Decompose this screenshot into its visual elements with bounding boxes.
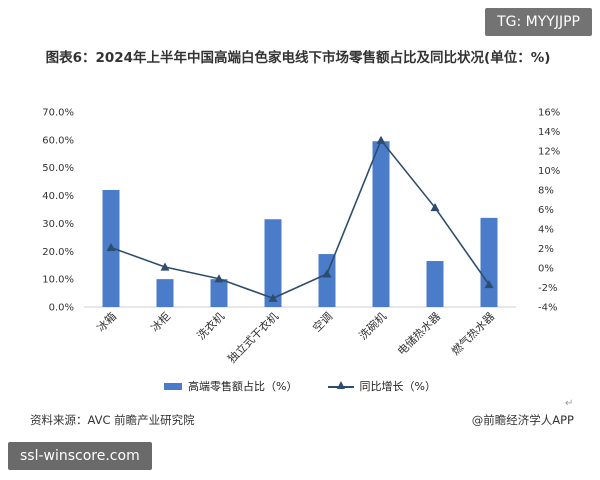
category-label: 空调 — [310, 309, 335, 334]
line-point — [484, 280, 494, 289]
bar — [210, 279, 228, 307]
left-tick-label: 50.0% — [42, 163, 74, 174]
site-badge: ssl-winscore.com — [8, 442, 152, 470]
telegram-badge: TG: MYYJJPP — [485, 8, 592, 36]
bar-series — [102, 141, 498, 307]
bar — [480, 217, 498, 307]
line-point — [376, 135, 386, 144]
right-axis: -4% -2% 0% 2% 4% 6% 8% 10% 12% 14% 16% — [538, 108, 560, 314]
credit-note: @前瞻经济学人APP — [471, 413, 574, 427]
left-tick-label: 10.0% — [42, 275, 74, 286]
growth-line — [110, 138, 490, 300]
right-tick-label: 0% — [538, 264, 554, 275]
legend-item-line: 同比增长（%） — [327, 378, 436, 394]
right-tick-label: 14% — [538, 127, 560, 138]
category-label: 冰柜 — [148, 310, 173, 335]
right-tick-label: -2% — [538, 283, 557, 294]
category-label: 洗碗机 — [356, 309, 389, 342]
right-tick-label: 2% — [538, 244, 554, 255]
bar — [426, 261, 444, 307]
line-point — [160, 262, 170, 271]
right-tick-label: 6% — [538, 205, 554, 216]
line-point — [214, 274, 224, 283]
chart-area: 0.0%10.0%20.0%30.0%40.0%50.0%60.0%70.0% … — [42, 108, 560, 366]
legend-item-bar: 高端零售额占比（%） — [164, 378, 298, 394]
category-label: 洗衣机 — [194, 309, 227, 342]
right-tick-label: 12% — [538, 147, 560, 158]
left-tick-label: 0.0% — [49, 303, 74, 314]
line-point — [106, 243, 116, 252]
category-label: 燃气热水器 — [448, 309, 497, 358]
legend-line-label: 同比增长（%） — [359, 380, 436, 393]
left-tick-label: 30.0% — [42, 219, 74, 230]
category-label: 电储热水器 — [394, 309, 443, 358]
line-point — [322, 269, 332, 278]
bar — [156, 279, 174, 307]
line-point — [430, 203, 440, 212]
bar-swatch — [164, 382, 183, 390]
right-tick-label: 16% — [538, 108, 560, 119]
right-tick-label: 10% — [538, 166, 560, 177]
return-mark: ↵ — [565, 398, 574, 409]
line-triangle-swatch — [327, 381, 354, 391]
category-label: 冰箱 — [94, 309, 119, 334]
line-series — [106, 135, 494, 302]
left-tick-label: 60.0% — [42, 135, 74, 146]
right-tick-label: 4% — [538, 225, 554, 236]
right-tick-label: 8% — [538, 186, 554, 197]
legend: 高端零售额占比（%） 同比增长（%） — [150, 378, 450, 394]
left-axis: 0.0% 10.0% 20.0% 30.0% 40.0% 50.0% 60.0% 70.0% — [42, 108, 74, 314]
source-note: 资料来源：AVC 前瞻产业研究院 — [30, 413, 195, 427]
left-tick-label: 20.0% — [42, 247, 74, 258]
right-tick-label: -4% — [538, 303, 557, 314]
left-tick-label: 70.0% — [42, 108, 74, 119]
bar — [318, 254, 336, 307]
category-label: 独立式干衣机 — [225, 309, 282, 366]
chart-title: 图表6：2024年上半年中国高端白色家电线下市场零售额占比及同比状况(单位：%) — [45, 50, 551, 66]
bar — [372, 141, 390, 307]
line-point — [268, 293, 278, 302]
bar — [264, 219, 282, 307]
left-tick-label: 40.0% — [42, 191, 74, 202]
legend-bar-label: 高端零售额占比（%） — [188, 380, 298, 393]
